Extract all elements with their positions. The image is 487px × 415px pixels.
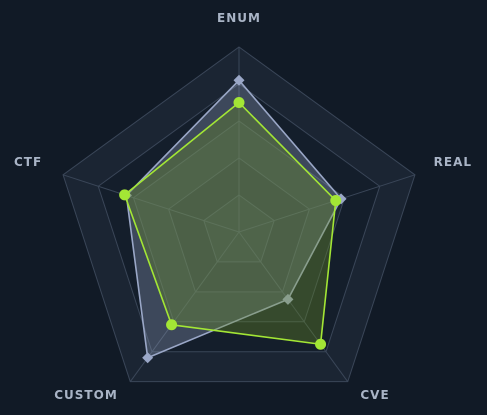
radar-spoke-cve bbox=[238, 231, 349, 382]
radar-series-2-point-ctf bbox=[119, 189, 131, 201]
axis-label-ctf: CTF bbox=[14, 155, 42, 169]
radar-spoke-real bbox=[238, 174, 416, 233]
axis-label-enum: ENUM bbox=[217, 11, 261, 25]
radar-series-2-point-enum bbox=[233, 97, 245, 108]
radar-series-1-point-cve bbox=[282, 293, 294, 305]
radar-series bbox=[119, 74, 347, 364]
radar-grid bbox=[62, 46, 416, 383]
radar-series-2-point-custom bbox=[166, 319, 178, 331]
axis-label-custom: CUSTOM bbox=[54, 388, 118, 402]
radar-series-1-point-enum bbox=[233, 74, 245, 86]
radar-series-2-area bbox=[123, 101, 337, 346]
radar-spoke-ctf bbox=[62, 174, 240, 233]
radar-axis-labels: ENUM REAL CVE CUSTOM CTF bbox=[14, 11, 472, 402]
radar-series-1-point-custom bbox=[142, 352, 154, 364]
axis-label-real: REAL bbox=[434, 155, 472, 169]
radar-series-2 bbox=[119, 97, 342, 350]
radar-series-2-point-real bbox=[330, 195, 342, 207]
axis-label-cve: CVE bbox=[360, 388, 389, 402]
radar-series-2-point-cve bbox=[315, 338, 327, 350]
